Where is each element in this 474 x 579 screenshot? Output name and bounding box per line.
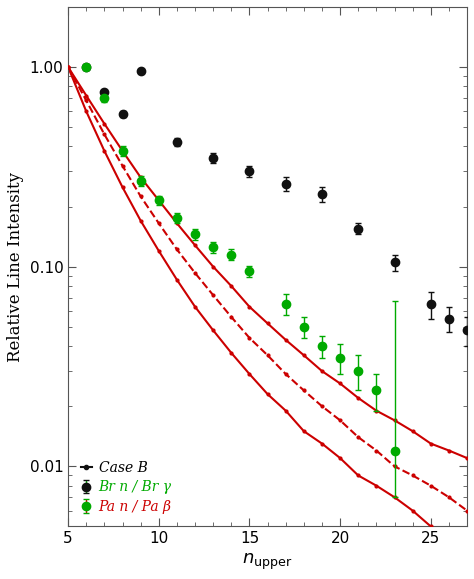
Y-axis label: Relative Line Intensity: Relative Line Intensity (7, 172, 24, 362)
Legend: Case B, Br n / Br γ, Pa n / Pa β: Case B, Br n / Br γ, Pa n / Pa β (75, 455, 177, 519)
X-axis label: $n_{\rm upper}$: $n_{\rm upper}$ (242, 552, 293, 572)
